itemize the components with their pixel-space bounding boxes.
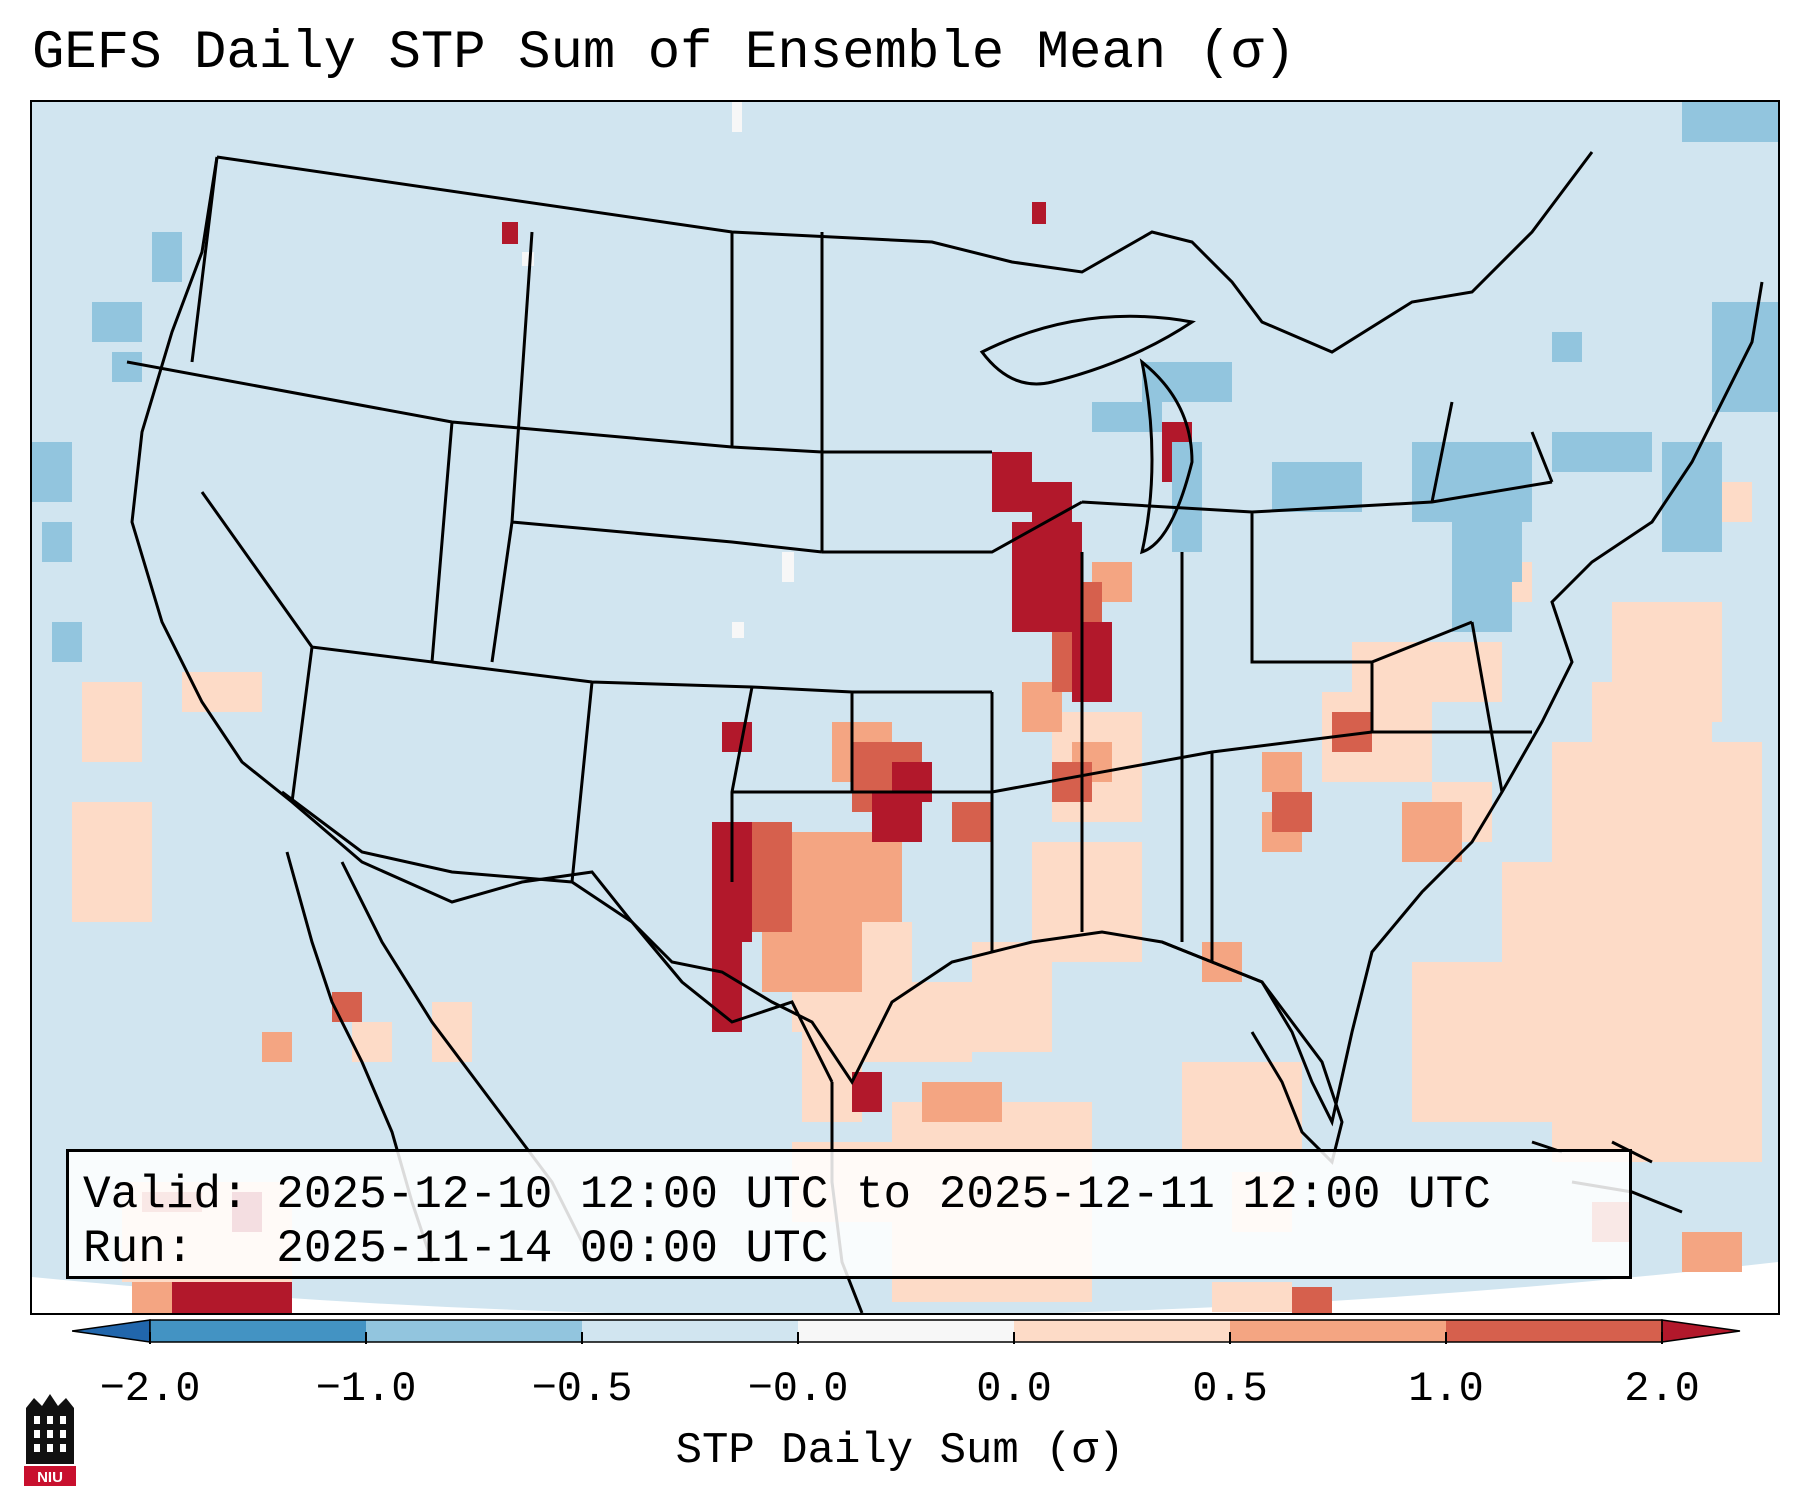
state-borders: [126, 156, 1554, 962]
colorbar-bin-1: [150, 1320, 366, 1342]
colorbar-bin-3: [582, 1320, 798, 1342]
valid-run-info-box: Valid: 2025-12-10 12:00 UTC to 2025-12-1…: [66, 1149, 1632, 1279]
run-line: Run: 2025-11-14 00:00 UTC: [83, 1222, 828, 1276]
stp-map: [32, 102, 1778, 1313]
anomaly-extreme-positive: [172, 202, 1192, 1313]
colorbar-max-extend: [1661, 1319, 1741, 1343]
colorbar-min-extend: [72, 1319, 151, 1343]
colorbar-bin-2: [366, 1320, 582, 1342]
mexico-border: [281, 790, 834, 1083]
us-coastline: [130, 156, 1764, 1127]
colorbar-tick-label: 0.5: [1192, 1365, 1268, 1413]
colorbar-label: STP Daily Sum (σ): [675, 1426, 1125, 1476]
valid-value: 2025-12-10 12:00 UTC to 2025-12-11 12:00…: [276, 1169, 1491, 1221]
lake-superior: [979, 314, 1196, 386]
colorbar-ticks: [149, 1332, 1663, 1344]
anomaly-negative: [32, 102, 1778, 662]
colorbar-tick-label: −0.0: [747, 1365, 849, 1413]
colorbar-tick-label: 0.0: [976, 1365, 1052, 1413]
colorbar-tick-label: −2.0: [99, 1365, 201, 1413]
map-panel: [30, 100, 1780, 1315]
colorbar-tick-label: 1.0: [1408, 1365, 1484, 1413]
university-logo-icon: NIU: [24, 1394, 76, 1486]
florida-outline: [1161, 940, 1344, 1165]
valid-line: Valid: 2025-12-10 12:00 UTC to 2025-12-1…: [83, 1168, 1491, 1222]
colorbar-bin-6: [1230, 1320, 1446, 1342]
colorbar-tick-label: 2.0: [1624, 1365, 1700, 1413]
colorbar-bin-5: [1014, 1320, 1230, 1342]
logo-text: NIU: [37, 1469, 63, 1486]
colorbar-bin-7: [1446, 1320, 1662, 1342]
colorbar: [72, 1319, 1741, 1344]
chart-title: GEFS Daily STP Sum of Ensemble Mean (σ): [32, 23, 1296, 84]
run-value: 2025-11-14 00:00 UTC: [276, 1223, 829, 1275]
lake-michigan: [1139, 358, 1194, 555]
colorbar-tick-label: −1.0: [315, 1365, 417, 1413]
valid-label: Valid:: [83, 1169, 249, 1221]
run-label: Run:: [83, 1223, 194, 1275]
colorbar-tick-label: −0.5: [531, 1365, 633, 1413]
anomaly-low-positive: [72, 482, 1762, 1312]
colorbar-frame: [149, 1319, 1663, 1343]
colorbar-bin-4: [798, 1320, 1014, 1342]
canada-border: [216, 151, 1594, 354]
